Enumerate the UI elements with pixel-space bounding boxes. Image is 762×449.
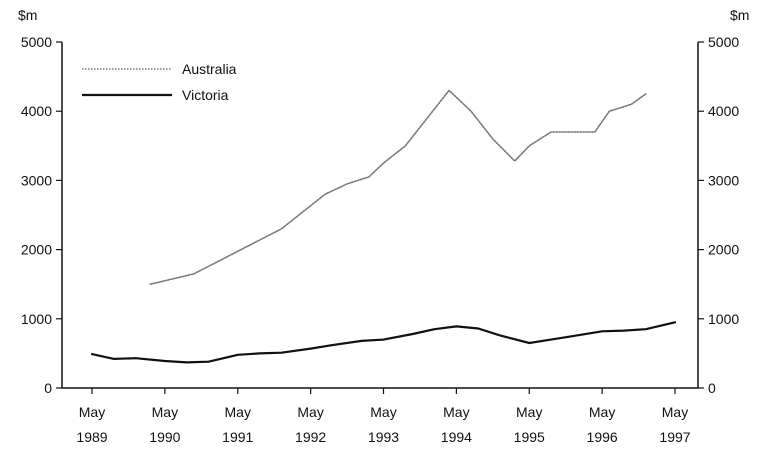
x-tick-label-month: May [79,404,105,420]
x-tick-label-month: May [589,404,615,420]
series-layer [90,89,677,364]
x-tick-label-month: May [443,404,469,420]
left-y-tick-label: 5000 [21,34,52,50]
x-tick-label-year: 1997 [659,429,690,445]
series-line-australia [149,89,647,285]
x-tick-label-month: May [225,404,251,420]
x-tick-label-month: May [516,404,542,420]
series-line-victoria [90,321,677,364]
left-y-tick-label: 3000 [21,172,52,188]
axes-layer [56,41,704,394]
legend-label-australia: Australia [182,61,237,77]
right-unit-label: $m [730,7,749,23]
x-tick-label-year: 1994 [441,429,472,445]
legend-label-victoria: Victoria [182,87,229,103]
x-tick-label-year: 1992 [295,429,326,445]
x-tick-label-year: 1990 [149,429,180,445]
right-y-tick-label: 0 [708,380,716,396]
left-y-tick-label: 1000 [21,311,52,327]
left-y-tick-label: 4000 [21,103,52,119]
right-y-tick-label: 5000 [708,34,739,50]
right-y-tick-label: 2000 [708,242,739,258]
x-tick-label-month: May [662,404,688,420]
x-tick-label-month: May [152,404,178,420]
x-tick-label-month: May [370,404,396,420]
x-tick-label-year: 1995 [514,429,545,445]
x-tick-label-month: May [297,404,323,420]
labels-layer: $m $m 0 0 1000 1000 2000 2000 3000 3000 4000 4000 50… [18,7,749,445]
x-tick-label-year: 1993 [368,429,399,445]
legend: Australia Victoria [82,61,237,103]
right-y-tick-label: 3000 [708,172,739,188]
x-tick-label-year: 1996 [587,429,618,445]
x-tick-label-year: 1989 [76,429,107,445]
left-unit-label: $m [18,7,37,23]
left-y-tick-label: 0 [44,380,52,396]
right-y-tick-label: 1000 [708,311,739,327]
left-y-tick-label: 2000 [21,242,52,258]
right-y-tick-label: 4000 [708,103,739,119]
x-tick-label-year: 1991 [222,429,253,445]
